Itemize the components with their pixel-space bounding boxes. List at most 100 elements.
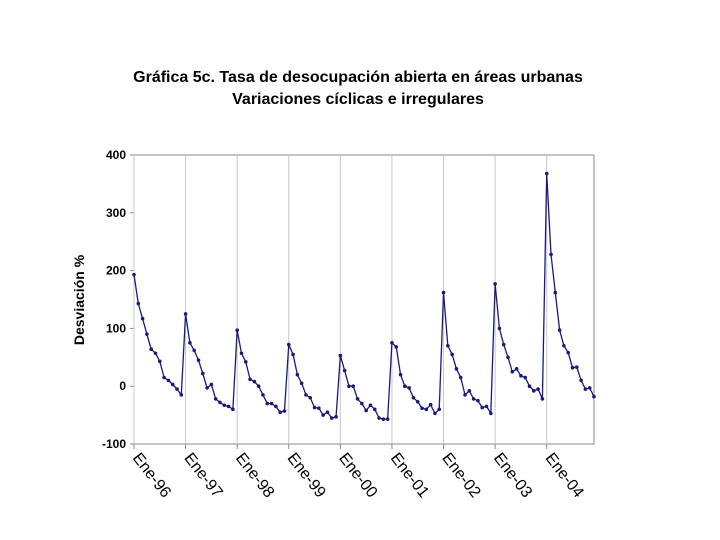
point bbox=[544, 171, 549, 176]
point bbox=[136, 301, 141, 306]
point bbox=[355, 397, 360, 401]
point bbox=[549, 252, 553, 257]
point bbox=[476, 398, 480, 403]
point bbox=[501, 342, 506, 347]
point bbox=[282, 409, 287, 413]
line bbox=[133, 173, 595, 420]
point bbox=[222, 403, 227, 408]
y-tick-label: 400 bbox=[106, 148, 126, 162]
x-tick-label: Ene-02 bbox=[438, 450, 483, 501]
point bbox=[562, 343, 566, 348]
y-axis-label: Desviación % bbox=[71, 254, 87, 345]
point bbox=[162, 375, 166, 380]
point bbox=[274, 404, 278, 409]
point bbox=[265, 401, 270, 406]
plot-frame bbox=[133, 154, 595, 445]
y-tick-label: 300 bbox=[106, 206, 126, 220]
point bbox=[278, 410, 282, 415]
point bbox=[450, 352, 454, 357]
point bbox=[183, 312, 188, 316]
point bbox=[415, 400, 420, 404]
point bbox=[243, 360, 248, 364]
point bbox=[407, 386, 411, 390]
point bbox=[368, 403, 373, 408]
point bbox=[471, 397, 476, 401]
x-tick-label: Ene-03 bbox=[490, 450, 535, 501]
point bbox=[261, 393, 265, 397]
point bbox=[433, 411, 437, 416]
point bbox=[196, 358, 201, 362]
point bbox=[394, 345, 399, 349]
point bbox=[398, 372, 403, 377]
point bbox=[304, 393, 308, 397]
point bbox=[514, 367, 519, 371]
point bbox=[334, 415, 338, 419]
point bbox=[299, 381, 304, 386]
point bbox=[149, 347, 153, 352]
x-tick-label: Ene-99 bbox=[284, 450, 329, 501]
point bbox=[218, 400, 222, 405]
point bbox=[510, 369, 515, 374]
point bbox=[269, 401, 274, 406]
y-tick-label: -100 bbox=[102, 437, 126, 451]
point bbox=[157, 359, 162, 364]
point bbox=[403, 384, 407, 389]
chart-title: Gráfica 5c. Tasa de desocupación abierta… bbox=[133, 69, 583, 86]
point bbox=[570, 365, 575, 370]
point bbox=[420, 406, 424, 410]
point bbox=[484, 404, 489, 409]
point bbox=[364, 408, 368, 413]
point bbox=[575, 365, 579, 369]
point bbox=[291, 352, 295, 357]
point bbox=[338, 353, 343, 358]
x-tick-label: Ene-00 bbox=[335, 450, 380, 501]
point bbox=[140, 316, 145, 321]
point bbox=[153, 351, 158, 356]
point bbox=[557, 328, 562, 332]
point bbox=[252, 379, 257, 384]
point bbox=[446, 343, 450, 348]
point bbox=[463, 393, 467, 397]
point bbox=[506, 355, 510, 360]
point bbox=[497, 326, 502, 331]
point bbox=[566, 350, 571, 355]
point bbox=[329, 416, 334, 420]
point bbox=[347, 384, 351, 389]
point bbox=[583, 387, 588, 391]
y-tick-label: 0 bbox=[119, 379, 126, 393]
point bbox=[592, 394, 596, 399]
point bbox=[437, 407, 442, 412]
point bbox=[295, 372, 300, 377]
point bbox=[317, 406, 321, 410]
point bbox=[385, 417, 390, 421]
point bbox=[239, 351, 244, 356]
point bbox=[523, 375, 528, 380]
point bbox=[286, 342, 291, 347]
point bbox=[424, 407, 429, 412]
point bbox=[441, 290, 446, 295]
point bbox=[226, 404, 231, 409]
point bbox=[321, 413, 325, 417]
point bbox=[166, 378, 171, 383]
point bbox=[342, 368, 347, 373]
x-tick-label: Ene-04 bbox=[542, 450, 587, 501]
point bbox=[192, 348, 196, 353]
point bbox=[179, 393, 184, 397]
point bbox=[170, 382, 175, 387]
point bbox=[145, 332, 149, 336]
point bbox=[579, 378, 583, 383]
point bbox=[200, 371, 205, 376]
point bbox=[325, 410, 330, 415]
point bbox=[454, 367, 459, 371]
x-tick-label: Ene-98 bbox=[232, 450, 277, 501]
point bbox=[587, 386, 592, 390]
point bbox=[532, 389, 536, 393]
point bbox=[372, 407, 377, 412]
y-tick-label: 100 bbox=[106, 321, 126, 335]
point bbox=[467, 389, 472, 393]
point bbox=[489, 411, 493, 416]
y-tick-label: 200 bbox=[106, 264, 126, 278]
point bbox=[209, 382, 214, 387]
point bbox=[213, 397, 218, 401]
